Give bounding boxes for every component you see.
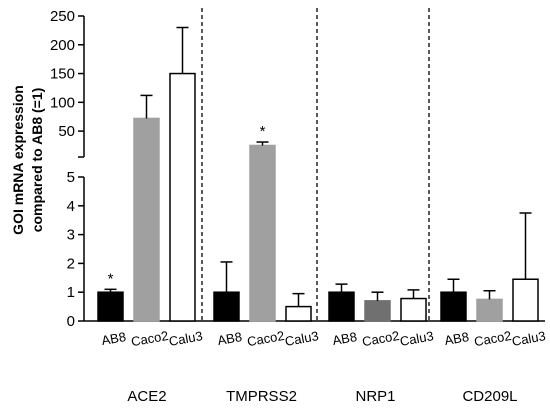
category-label: AB8: [331, 329, 358, 348]
category-label: AB8: [216, 329, 243, 348]
y-tick-label: 150: [50, 66, 75, 83]
y-axis-title-line-1: GOI mRNA expression: [10, 85, 26, 235]
bar-tmprss2-caco2: [249, 144, 276, 322]
category-label: Calu3: [511, 328, 547, 349]
category-label: Caco2: [473, 328, 513, 349]
category-label: Caco2: [361, 328, 401, 349]
category-label: Calu3: [284, 328, 320, 349]
bars: **: [97, 26, 539, 322]
y-tick-label: 1: [67, 284, 75, 301]
category-label: Caco2: [246, 328, 286, 349]
bar-ace2-ab8: [97, 291, 124, 322]
bar-tmprss2-calu3: [285, 305, 312, 322]
group-label: TMPRSS2: [226, 388, 297, 405]
y-axis-title: GOI mRNA expression compared to AB8 (=1): [10, 85, 45, 235]
bar-nrp1-caco2: [364, 300, 391, 322]
y-tick-label: 0: [67, 313, 75, 330]
y-tick-label: 4: [67, 198, 75, 215]
axes: 0 1 2 3 4 5 50 100 150 200 250: [50, 8, 545, 330]
y-tick-label: 3: [67, 227, 75, 244]
bar-nrp1-calu3: [400, 297, 427, 322]
significance-marker: *: [260, 123, 266, 140]
bar-cd209l-caco2: [476, 298, 503, 322]
bar-ace2-caco2: [133, 117, 160, 322]
group-label: CD209L: [462, 388, 517, 405]
bar-nrp1-ab8: [328, 291, 355, 322]
category-label: Calu3: [399, 328, 435, 349]
category-label: Caco2: [130, 328, 170, 349]
y-tick-label: 200: [50, 37, 75, 54]
category-label: AB8: [100, 329, 127, 348]
y-tick-label: 2: [67, 255, 75, 272]
bar-cd209l-calu3: [512, 278, 539, 322]
group-separators: [201, 8, 430, 321]
bar-tmprss2-ab8: [213, 291, 240, 322]
y-axis-title-line-2: compared to AB8 (=1): [29, 88, 45, 233]
bar-ace2-calu3: [169, 72, 196, 322]
y-tick-label: 5: [67, 169, 75, 186]
category-label: AB8: [443, 329, 470, 348]
significance-marker: *: [108, 270, 114, 287]
group-label: ACE2: [127, 388, 166, 405]
y-tick-label: 50: [58, 123, 75, 140]
category-label: Calu3: [168, 328, 204, 349]
y-tick-label: 250: [50, 8, 75, 25]
group-label: NRP1: [355, 388, 395, 405]
y-tick-label: 100: [50, 94, 75, 111]
bar-cd209l-ab8: [440, 291, 467, 322]
